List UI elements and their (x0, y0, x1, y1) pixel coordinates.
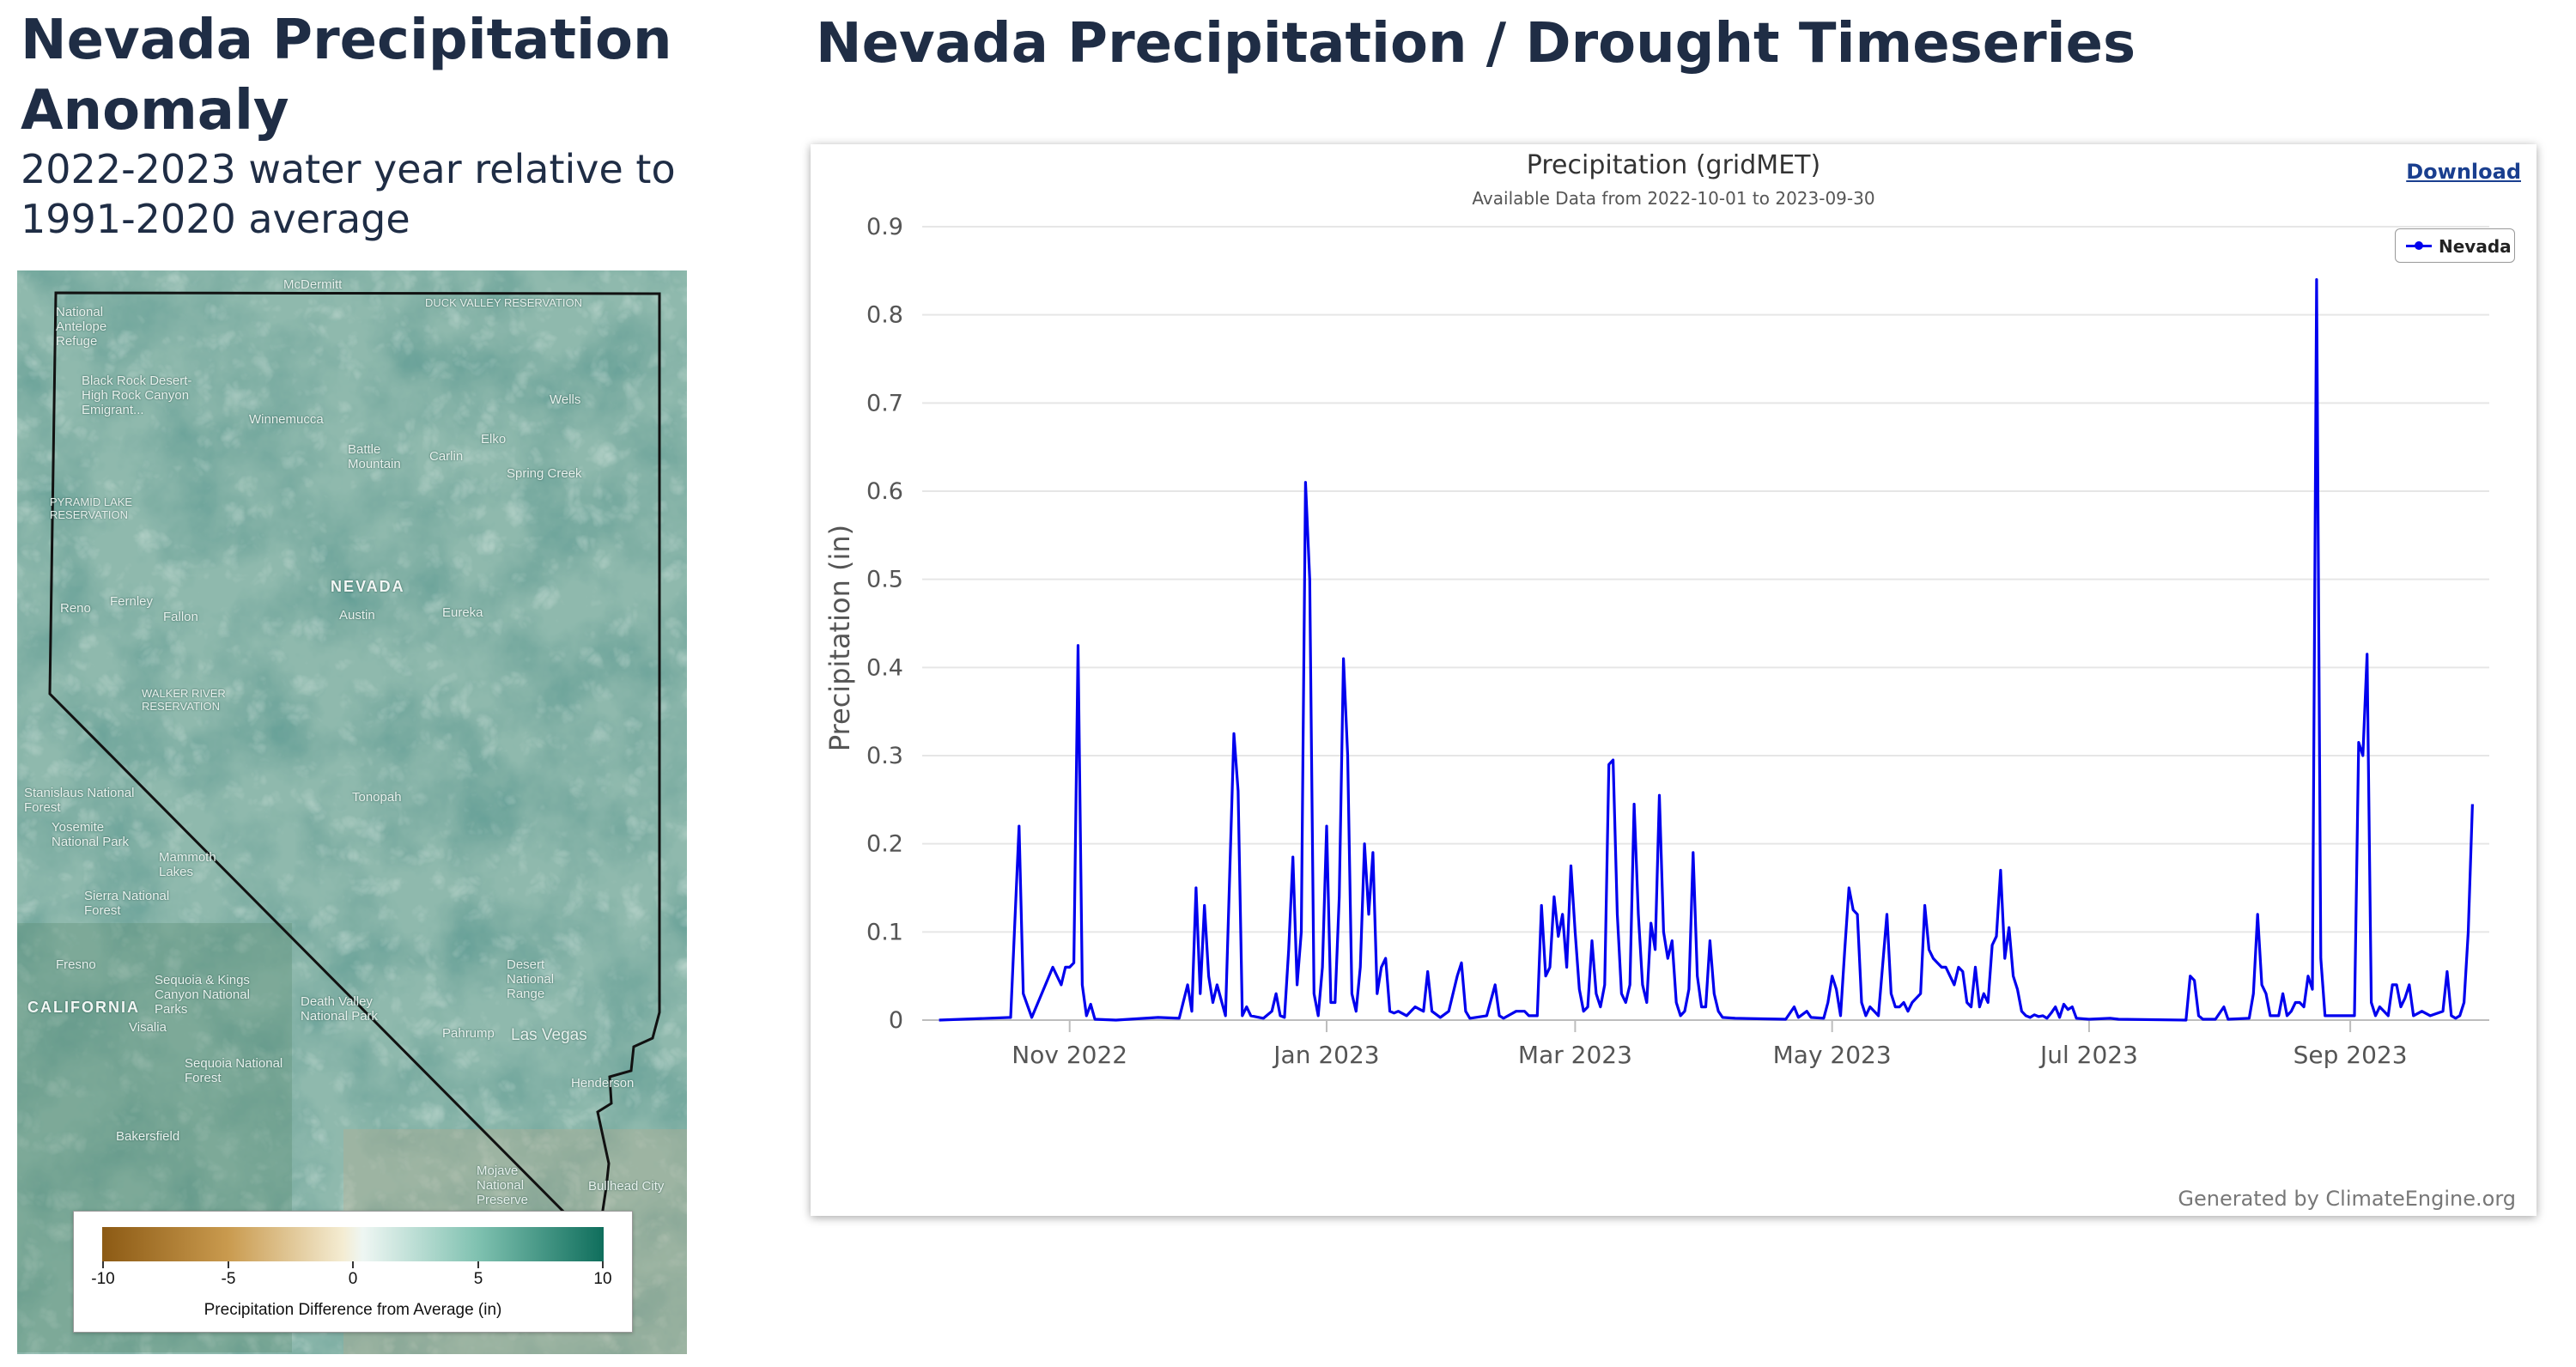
map-label-carlin: Carlin (429, 449, 464, 464)
map-label-fresno: Fresno (56, 957, 96, 972)
map-label-elko: Elko (481, 432, 507, 447)
y-tick-label: 0.7 (866, 390, 903, 416)
map-label-mcdermitt: McDermitt (283, 277, 343, 292)
x-tick-label: Mar 2023 (1518, 1041, 1632, 1069)
map-title: Nevada Precipitation Anomaly (21, 9, 672, 143)
x-tick-label: Jul 2023 (2038, 1041, 2138, 1069)
y-tick-label: 0.8 (866, 302, 903, 329)
chart-credit: Generated by ClimateEngine.org (2178, 1187, 2516, 1211)
map-label-eureka: Eureka (442, 605, 483, 620)
chart-page-title: Nevada Precipitation / Drought Timeserie… (816, 12, 2136, 76)
map-label-winnemucca: Winnemucca (249, 412, 324, 427)
map-label-nevada: NEVADA (331, 578, 405, 595)
x-tick-label: Sep 2023 (2293, 1041, 2408, 1069)
map-label-battle-mountain: Battle Mountain (348, 442, 401, 471)
colorbar-tick-label: 10 (593, 1270, 612, 1288)
y-tick-label: 0.5 (866, 567, 903, 593)
series-legend[interactable]: Nevada (2395, 228, 2515, 263)
y-tick-label: 0.6 (866, 478, 903, 505)
map-label-fallon: Fallon (163, 610, 198, 624)
map-label-las-vegas: Las Vegas (511, 1026, 587, 1044)
map-label-duck-valley: DUCK VALLEY RESERVATION (425, 296, 583, 309)
map-label-california: CALIFORNIA (27, 999, 140, 1016)
map-label-visalia: Visalia (129, 1020, 167, 1035)
series-lines (939, 278, 2474, 1022)
colorbar-gradient (102, 1227, 604, 1261)
map-label-henderson: Henderson (571, 1076, 635, 1091)
map-label-national-antelope: National Antelope Refuge (56, 305, 107, 349)
legend-label-nevada: Nevada (2439, 236, 2512, 257)
y-tick-label: 0.9 (866, 214, 903, 240)
x-tick-label: Jan 2023 (1272, 1041, 1379, 1069)
map-label-austin: Austin (339, 608, 375, 623)
map-label-death-valley: Death Valley National Park (301, 994, 379, 1024)
y-tick-label: 0 (889, 1007, 903, 1034)
map-terrain-highlights (17, 270, 687, 1354)
map-subtitle: 2022-2023 water year relative to 1991-20… (21, 146, 676, 242)
chart-svg: Precipitation (gridMET) Available Data f… (823, 150, 2489, 1069)
map-label-mammoth: Mammoth Lakes (159, 850, 216, 879)
map-label-yosemite: Yosemite National Park (52, 820, 130, 849)
map-label-mojave: Mojave National Preserve (477, 1163, 529, 1207)
y-axis-label: Precipitation (in) (823, 525, 856, 751)
map-label-fernley: Fernley (110, 594, 154, 609)
colorbar-tick-label: -10 (91, 1270, 115, 1288)
map-label-tonopah: Tonopah (352, 790, 402, 805)
y-tick-label: 0.2 (866, 831, 903, 858)
colorbar-tick-label: 0 (348, 1270, 358, 1288)
x-tick-label: May 2023 (1773, 1041, 1892, 1069)
colorbar-tick (102, 1261, 104, 1268)
map-label-pyramid-lake: PYRAMID LAKE RESERVATION (50, 495, 133, 521)
legend-dot-marker (2415, 241, 2423, 250)
map-label-sequoia: Sequoia & Kings Canyon National Parks (155, 973, 250, 1017)
colorbar-caption: Precipitation Difference from Average (i… (204, 1301, 502, 1319)
map-label-bullhead: Bullhead City (588, 1179, 665, 1194)
map-label-stanislaus: Stanislaus National Forest (24, 786, 135, 815)
colorbar-tick (228, 1261, 229, 1268)
x-tick-label: Nov 2022 (1012, 1041, 1127, 1069)
precipitation-timeseries-chart[interactable]: Precipitation (gridMET) Available Data f… (811, 144, 2537, 1216)
colorbar-tick (352, 1261, 354, 1268)
map-label-sequoia-forest: Sequoia National Forest (185, 1056, 283, 1085)
map-label-walker-river: WALKER RIVER RESERVATION (142, 687, 226, 713)
y-tick-label: 0.1 (866, 919, 903, 945)
map-label-wells: Wells (550, 392, 581, 407)
colorbar-tick-label: -5 (221, 1270, 236, 1288)
colorbar-tick-label: 5 (473, 1270, 483, 1288)
map-label-sierra-national: Sierra National Forest (84, 889, 170, 918)
map-label-black-rock: Black Rock Desert-High Rock Canyon Emigr… (82, 374, 192, 417)
chart-title: Precipitation (gridMET) (1527, 150, 1820, 180)
y-tick-label: 0.3 (866, 743, 903, 769)
gridlines (922, 226, 2489, 1021)
precipitation-anomaly-map[interactable]: McDermitt DUCK VALLEY RESERVATION Nation… (17, 270, 687, 1354)
map-label-pahrump: Pahrump (442, 1026, 495, 1041)
colorbar-legend: -10 -5 0 5 10 Precipitation Difference f… (73, 1211, 633, 1333)
colorbar-tick (602, 1261, 604, 1268)
map-label-reno: Reno (60, 601, 91, 616)
download-link[interactable]: Download (2406, 160, 2521, 184)
y-axis-ticks: 0 0.1 0.2 0.3 0.4 0.5 0.6 0.7 0.8 0.9 (866, 214, 903, 1034)
x-axis-ticks: Nov 2022 Jan 2023 Mar 2023 May 2023 Jul 2023… (1012, 1020, 2408, 1069)
map-label-bakersfield: Bakersfield (116, 1129, 180, 1144)
map-label-spring-creek: Spring Creek (507, 466, 582, 481)
chart-subtitle: Available Data from 2022-10-01 to 2023-0… (1472, 188, 1874, 209)
map-label-desert-national: Desert National Range (507, 957, 555, 1001)
series-line-nevada[interactable] (939, 278, 2474, 1022)
y-tick-label: 0.4 (866, 654, 903, 681)
colorbar-tick (477, 1261, 479, 1268)
